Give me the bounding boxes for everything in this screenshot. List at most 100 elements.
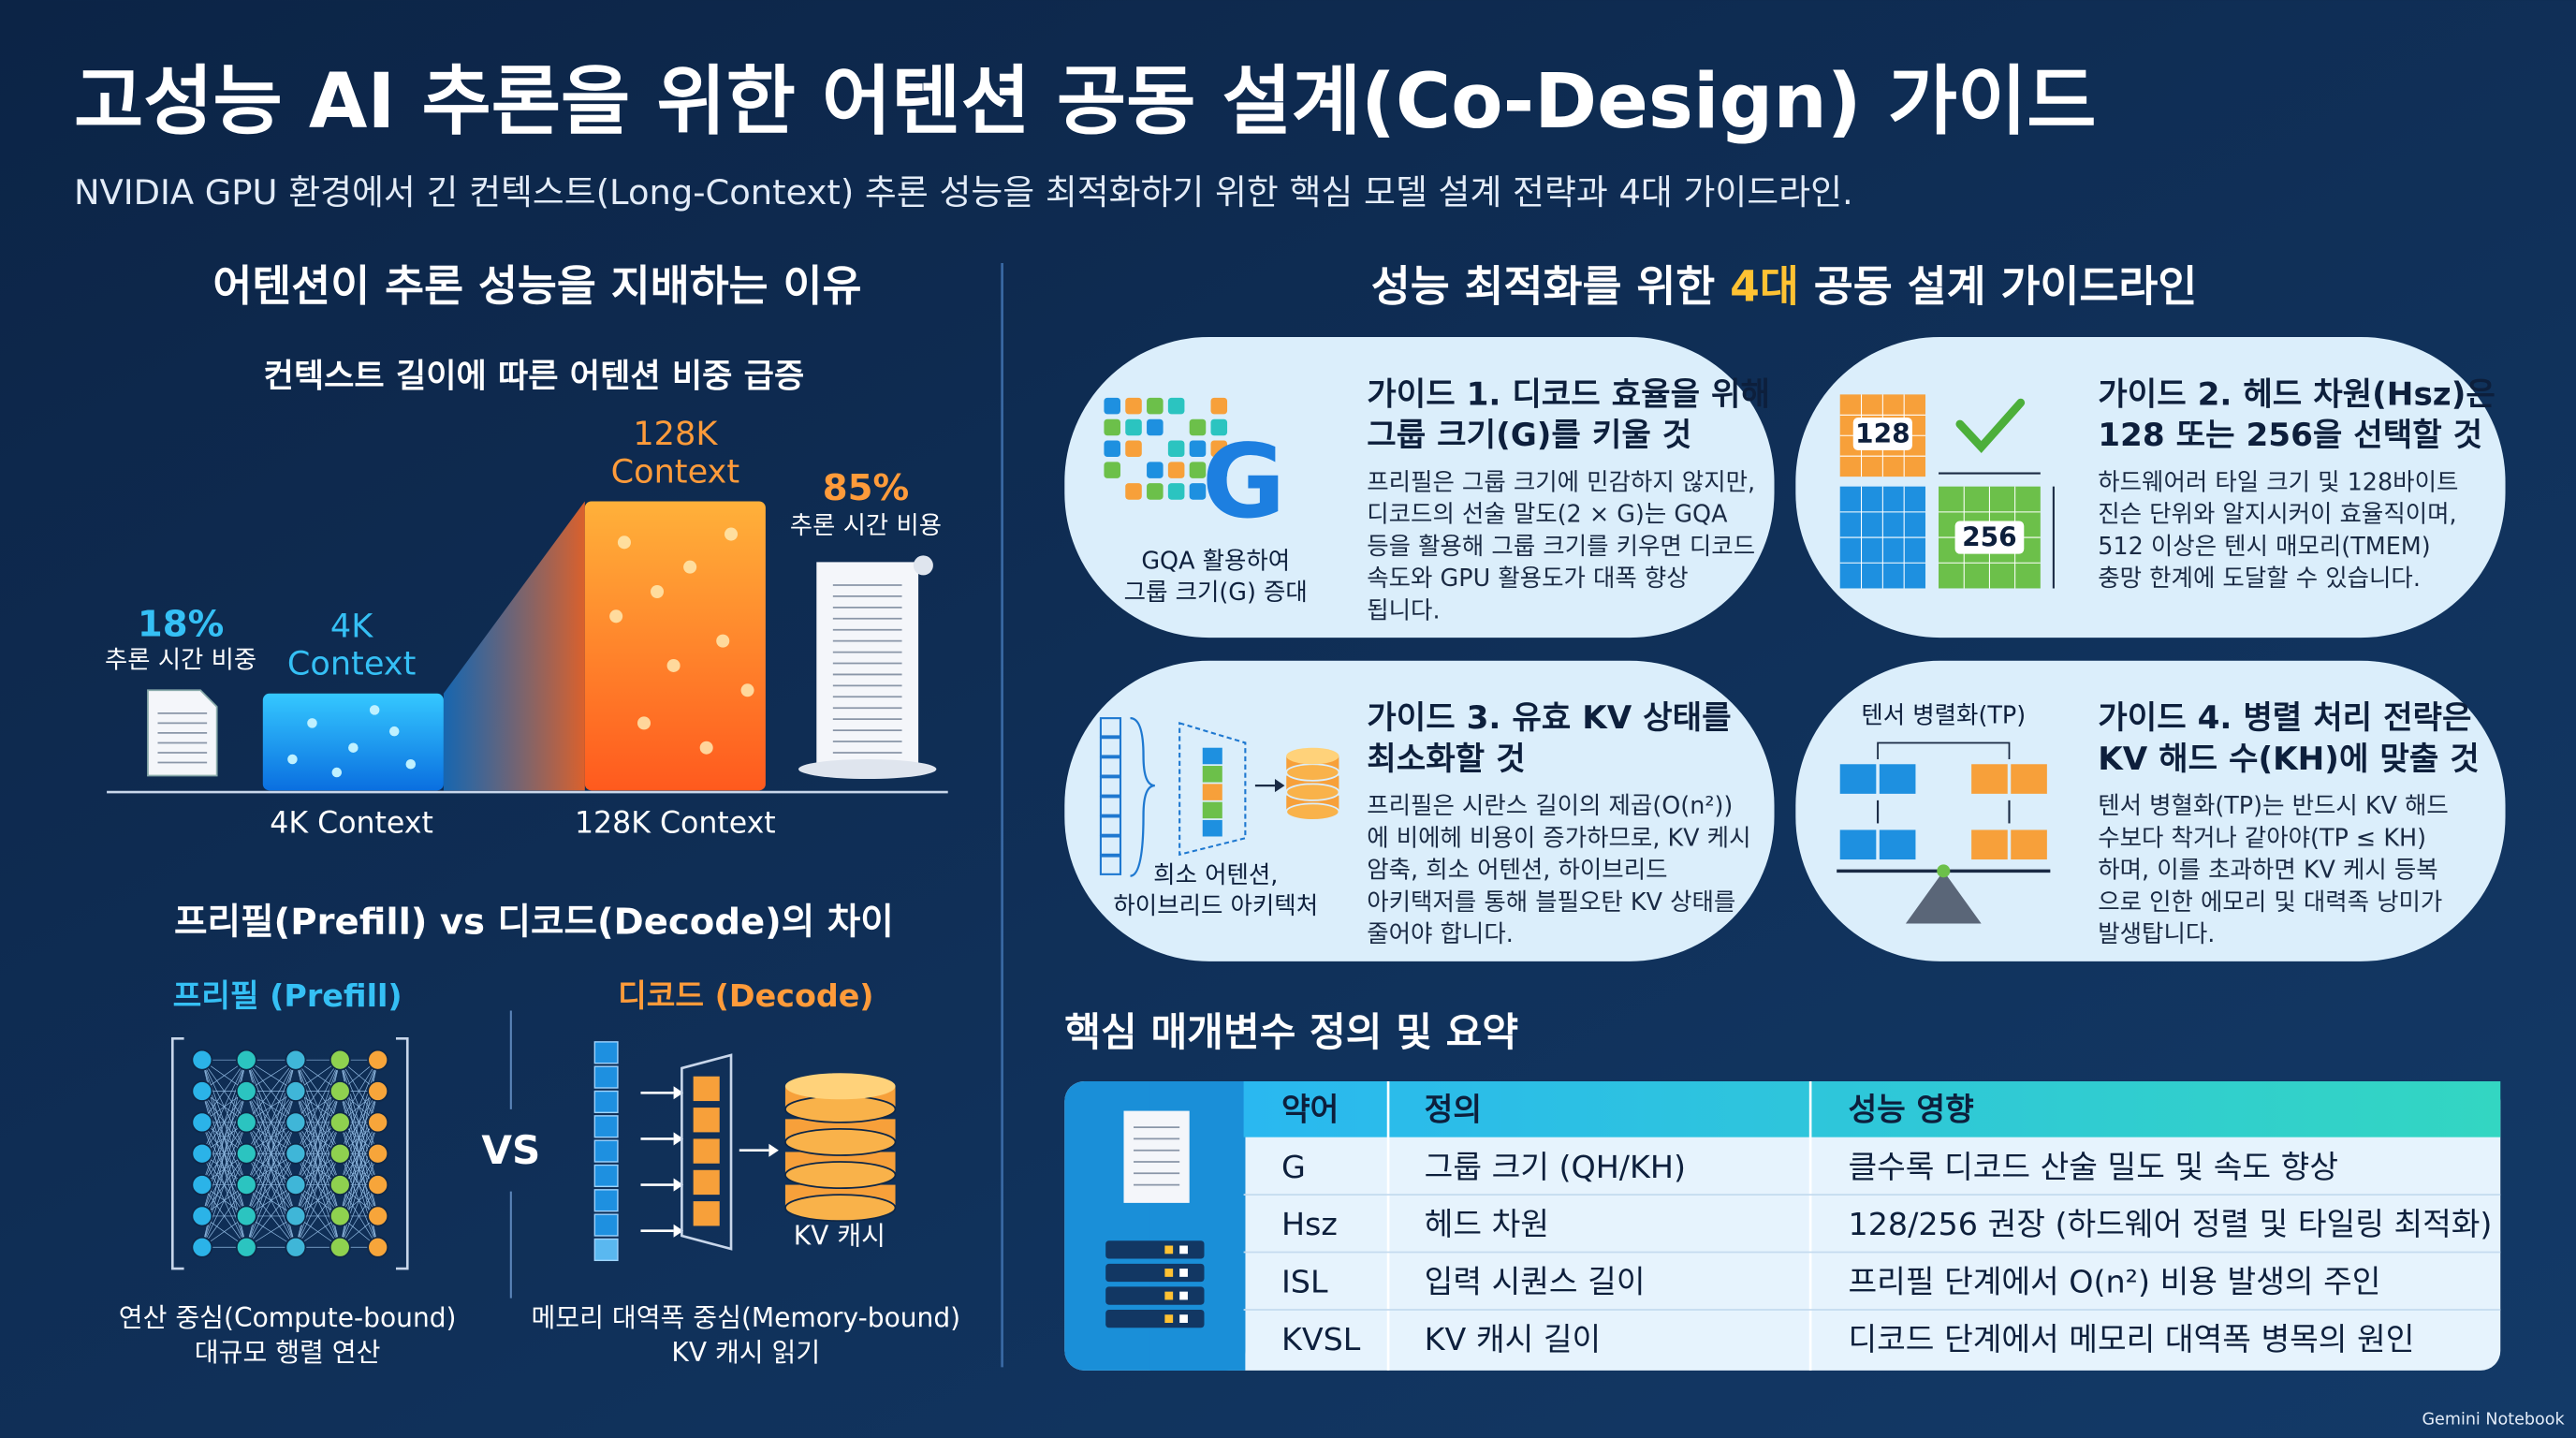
db-top — [784, 1073, 896, 1100]
section-heading: 어텐션이 추론 성능을 지배하는 이유 — [212, 261, 861, 311]
brace — [1130, 716, 1156, 877]
net-node — [367, 1174, 389, 1196]
bracket — [170, 1037, 409, 1270]
grid-cell — [1210, 440, 1228, 458]
guide-title: 가이드 1. 디코드 효율을 위해 — [1367, 375, 1770, 413]
grid-cell — [1167, 397, 1185, 415]
percent: 18% — [138, 604, 224, 646]
column-header: 성능 영향 — [1848, 1091, 1973, 1127]
kv-cell — [693, 1076, 720, 1102]
net-node — [367, 1049, 389, 1071]
gpu-block — [2011, 829, 2047, 860]
prefill-title: 프리필 (Prefill) — [173, 977, 402, 1014]
guide-body: 발생탑니다. — [2098, 919, 2215, 947]
sparkle — [287, 754, 298, 765]
net-node — [367, 1080, 389, 1102]
net-node — [367, 1142, 389, 1165]
guide-body: 수보다 착거나 같아야(TP ≤ KH) — [2098, 823, 2426, 851]
guide-title: 최소화할 것 — [1367, 741, 1525, 778]
token-cell — [593, 1115, 619, 1138]
server-led — [1179, 1291, 1188, 1300]
grid-cell — [1210, 418, 1228, 436]
grid-cell — [1147, 462, 1164, 478]
token-cell — [593, 1164, 619, 1188]
grid-cell — [1104, 462, 1120, 478]
net-node — [191, 1111, 213, 1134]
server-unit — [1105, 1263, 1205, 1283]
icon-letter: G — [1202, 422, 1285, 541]
net-node — [191, 1205, 213, 1227]
guide-body: 디코드의 선술 말도(2 × G)는 GQA — [1367, 500, 1728, 528]
net-edge — [339, 1153, 378, 1248]
arrow-head — [673, 1086, 684, 1100]
tile-label: 128 — [1855, 418, 1910, 449]
guide-body: 프리필은 그룹 크기에 민감하지 않지만, — [1367, 467, 1755, 495]
token-cell — [593, 1090, 619, 1114]
pivot — [1937, 864, 1951, 878]
guide-body: 됩니다. — [1367, 595, 1440, 624]
guide-body: 등을 활용해 그룹 크기를 키우면 디코드 — [1367, 532, 1755, 560]
heading-part: 공동 설계 가이드라인 — [1799, 261, 2197, 311]
net-node — [191, 1236, 213, 1258]
kv-cell — [1202, 747, 1222, 765]
net-edge — [295, 1060, 341, 1185]
gpu-block — [1879, 829, 1916, 860]
net-node — [285, 1142, 307, 1165]
db-layer — [784, 1094, 897, 1123]
grid-cell — [1125, 418, 1142, 436]
decode-title: 디코드 (Decode) — [618, 977, 873, 1014]
table-panel — [1064, 1081, 2501, 1371]
net-node — [367, 1205, 389, 1227]
section-subheading: 프리필(Prefill) vs 디코드(Decode)의 차이 — [174, 901, 894, 943]
kv-cell — [693, 1138, 720, 1164]
column-header: 정의 — [1425, 1091, 1482, 1127]
net-node — [285, 1049, 307, 1071]
heading-part: 성능 최적화를 위한 — [1371, 261, 1730, 311]
guide-body: 하며, 이를 초과하면 KV 케시 등복 — [2098, 856, 2437, 884]
bar-label: Context — [287, 645, 416, 683]
guide-title: 그룹 크기(G)를 키울 것 — [1367, 417, 1691, 454]
caption: 연산 중심(Compute-bound) — [119, 1302, 457, 1333]
cone — [443, 501, 585, 791]
sparkle — [348, 742, 359, 753]
db-layer — [784, 1128, 897, 1156]
token-cell — [1099, 717, 1122, 738]
net-node — [285, 1111, 307, 1134]
net-edge — [339, 1122, 379, 1248]
net-edge — [339, 1060, 378, 1154]
sparkle — [369, 705, 380, 715]
percent-label: 추론 시간 비중 — [105, 647, 256, 675]
gpu-block — [2011, 764, 2047, 794]
net-node — [235, 1049, 257, 1071]
net-edge — [245, 1060, 297, 1185]
server-led — [1164, 1269, 1174, 1277]
token-cell — [1099, 815, 1122, 836]
token-cell — [593, 1189, 619, 1212]
net-edge — [339, 1060, 379, 1185]
sparkle — [716, 634, 730, 648]
kv-cell — [693, 1201, 720, 1226]
net-node — [235, 1142, 257, 1165]
server-led — [1179, 1269, 1188, 1277]
net-node — [285, 1205, 307, 1227]
guide-body: 줄어야 합니다. — [1367, 919, 1514, 947]
db-top — [1286, 747, 1339, 765]
gpu-block — [1971, 764, 2008, 794]
grid-cell — [1210, 397, 1228, 415]
sparkle — [388, 726, 400, 737]
net-edge — [201, 1060, 247, 1185]
guide-card — [1795, 660, 2506, 961]
net-node — [329, 1236, 351, 1258]
doc-icon — [1123, 1110, 1190, 1203]
page-title: 고성능 AI 추론을 위한 어텐션 공동 설계(Co-Design) 가이드 — [74, 58, 2097, 146]
table-cell: ISL — [1281, 1264, 1328, 1300]
column-header: 약어 — [1281, 1091, 1339, 1127]
table-cell: 프리필 단계에서 O(n²) 비용 발생의 주인 — [1848, 1264, 2380, 1300]
guide-body: 512 이상은 텐시 매모리(TMEM) — [2098, 532, 2430, 560]
kv-cell — [693, 1169, 720, 1196]
net-edge — [245, 1153, 297, 1248]
grid-cell — [1104, 418, 1120, 436]
net-edge — [295, 1059, 341, 1123]
grid-cell — [1104, 397, 1120, 415]
